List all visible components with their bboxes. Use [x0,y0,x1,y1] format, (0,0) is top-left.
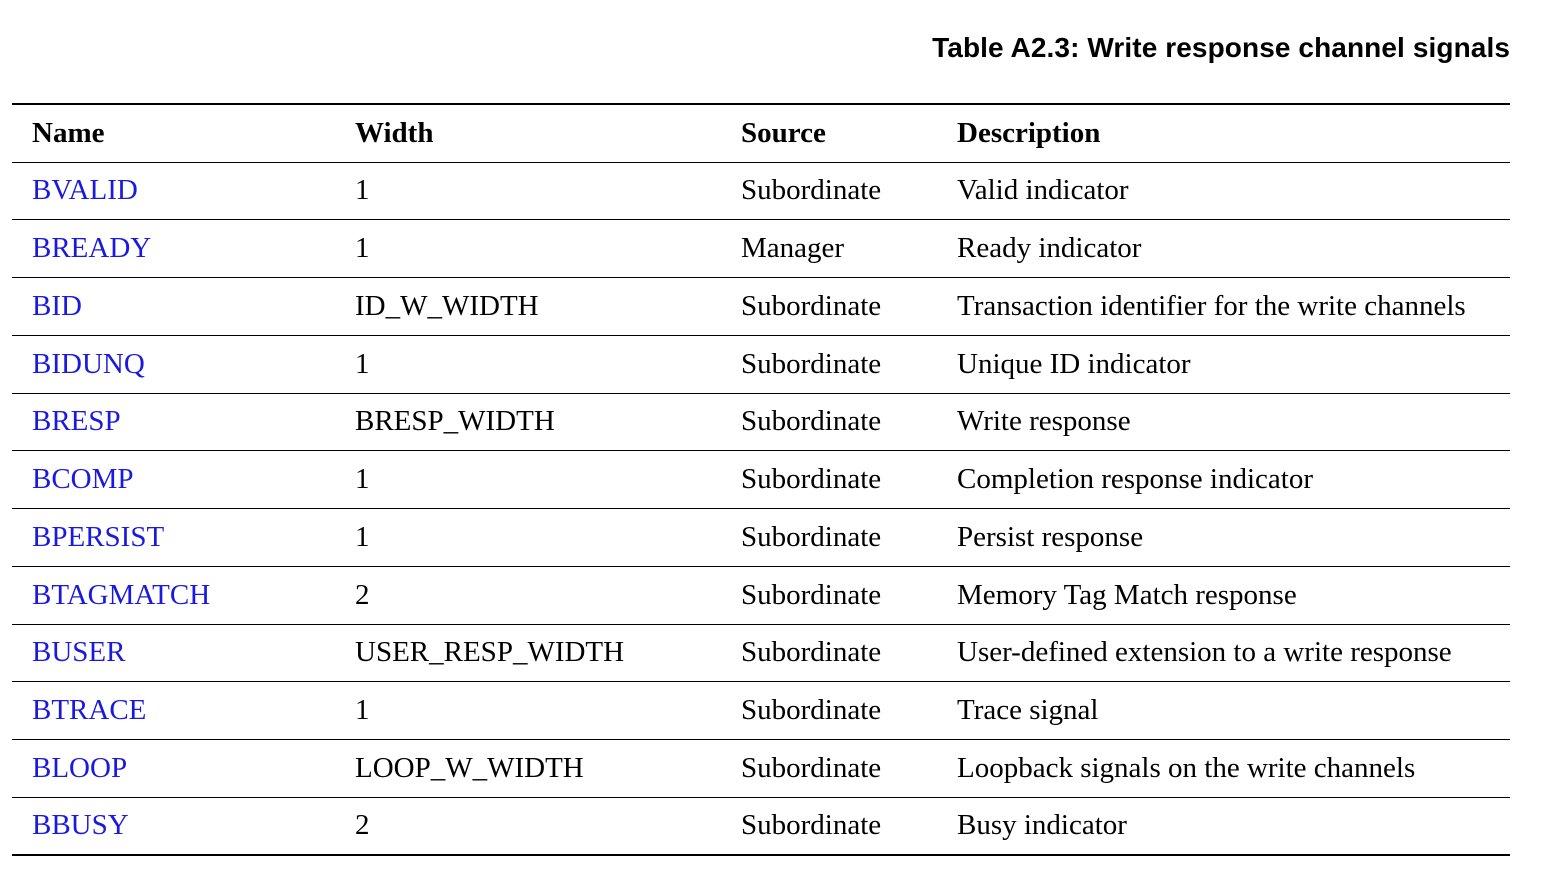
signal-source: Subordinate [741,450,957,509]
table-row: BVALID 1 Subordinate Valid indicator [12,162,1510,221]
signal-name-link[interactable]: BPERSIST [32,520,165,553]
signal-width: 2 [355,797,741,856]
table-row: BRESP BRESP_WIDTH Subordinate Write resp… [12,393,1510,452]
signals-table: Name Width Source Description BVALID 1 S… [12,103,1510,856]
table-header-row: Name Width Source Description [12,104,1510,163]
signal-source: Subordinate [741,681,957,740]
signal-description: Memory Tag Match response [957,566,1510,625]
signal-source: Subordinate [741,508,957,567]
signal-width: 1 [355,219,741,278]
signal-name-link[interactable]: BUSER [32,636,126,669]
signal-description: User-defined extension to a write respon… [957,624,1510,683]
signal-width: 1 [355,681,741,740]
signal-name-link[interactable]: BCOMP [32,463,134,496]
signal-width: 2 [355,566,741,625]
signal-description: Unique ID indicator [957,335,1510,394]
table-row: BPERSIST 1 Subordinate Persist response [12,508,1510,567]
header-width: Width [355,104,741,163]
table-row: BLOOP LOOP_W_WIDTH Subordinate Loopback … [12,739,1510,798]
signal-name-link[interactable]: BID [32,289,82,322]
signal-name-link[interactable]: BBUSY [32,809,129,842]
signal-description: Completion response indicator [957,450,1510,509]
table-row: BUSER USER_RESP_WIDTH Subordinate User-d… [12,624,1510,683]
signal-description: Valid indicator [957,162,1510,221]
signal-description: Ready indicator [957,219,1510,278]
signal-width: LOOP_W_WIDTH [355,739,741,798]
signal-width: 1 [355,508,741,567]
signal-description: Transaction identifier for the write cha… [957,277,1510,336]
signal-name-link[interactable]: BTAGMATCH [32,578,211,611]
header-source: Source [741,104,957,163]
signal-width: 1 [355,450,741,509]
signal-source: Subordinate [741,739,957,798]
signal-source: Subordinate [741,566,957,625]
signal-source: Subordinate [741,335,957,394]
signal-description: Persist response [957,508,1510,567]
signal-description: Write response [957,393,1510,452]
signal-width: 1 [355,335,741,394]
signal-name-link[interactable]: BRESP [32,405,121,438]
signal-name-link[interactable]: BLOOP [32,751,128,784]
signal-name-link[interactable]: BVALID [32,174,138,207]
table-caption: Table A2.3: Write response channel signa… [932,32,1510,63]
signal-source: Subordinate [741,393,957,452]
signal-source: Subordinate [741,277,957,336]
table-row: BTAGMATCH 2 Subordinate Memory Tag Match… [12,566,1510,625]
table-row: BREADY 1 Manager Ready indicator [12,219,1510,278]
header-description: Description [957,104,1510,163]
signal-source: Manager [741,219,957,278]
signal-width: BRESP_WIDTH [355,393,741,452]
signal-width: USER_RESP_WIDTH [355,624,741,683]
signal-width: 1 [355,162,741,221]
signal-description: Busy indicator [957,797,1510,856]
signal-source: Subordinate [741,797,957,856]
signal-description: Trace signal [957,681,1510,740]
table-row: BIDUNQ 1 Subordinate Unique ID indicator [12,335,1510,394]
table-row: BBUSY 2 Subordinate Busy indicator [12,797,1510,856]
header-name: Name [12,104,355,163]
table-row: BCOMP 1 Subordinate Completion response … [12,450,1510,509]
signal-width: ID_W_WIDTH [355,277,741,336]
signal-name-link[interactable]: BREADY [32,232,152,265]
signal-name-link[interactable]: BIDUNQ [32,347,145,380]
signal-source: Subordinate [741,624,957,683]
table-row: BTRACE 1 Subordinate Trace signal [12,681,1510,740]
table-row: BID ID_W_WIDTH Subordinate Transaction i… [12,277,1510,336]
signal-description: Loopback signals on the write channels [957,739,1510,798]
signal-name-link[interactable]: BTRACE [32,694,147,727]
signal-source: Subordinate [741,162,957,221]
